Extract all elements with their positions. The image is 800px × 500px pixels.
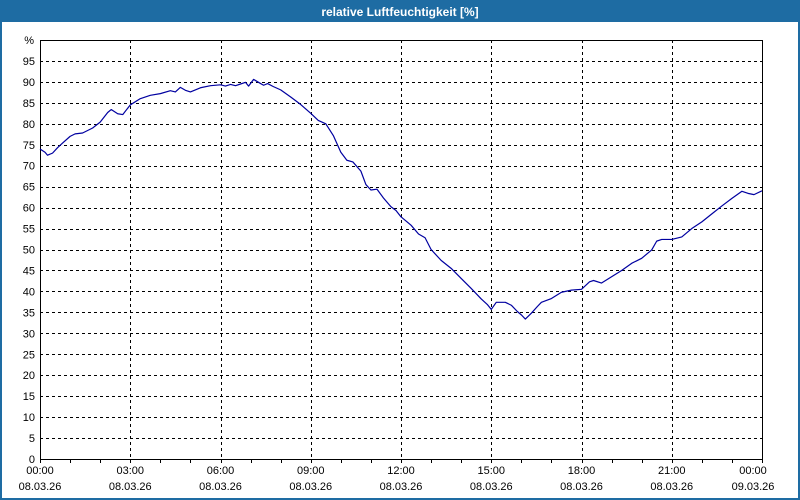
x-tick-time: 21:00 bbox=[658, 465, 686, 477]
svg-text:95: 95 bbox=[23, 56, 35, 68]
x-axis-ticks bbox=[40, 459, 763, 463]
x-tick-time: 00:00 bbox=[26, 465, 54, 477]
y-axis-unit-label: % bbox=[24, 35, 34, 47]
title-bar[interactable]: relative Luftfeuchtigkeit [%] bbox=[2, 2, 798, 22]
svg-text:65: 65 bbox=[23, 182, 35, 194]
humidity-chart: 05101520253035404550556065707580859095%0… bbox=[19, 35, 775, 493]
svg-text:20: 20 bbox=[23, 370, 35, 382]
x-tick-date: 08.03.26 bbox=[560, 481, 603, 493]
svg-text:45: 45 bbox=[23, 265, 35, 277]
svg-text:5: 5 bbox=[29, 433, 35, 445]
x-tick-date: 08.03.26 bbox=[109, 481, 152, 493]
x-tick-time: 15:00 bbox=[477, 465, 505, 477]
x-tick-date: 08.03.26 bbox=[199, 481, 242, 493]
svg-text:40: 40 bbox=[23, 286, 35, 298]
svg-text:85: 85 bbox=[23, 98, 35, 110]
y-axis-labels: 0 5 10 15 20 25 30 35 40 45 50 55 60 65 70 75 80 85 90 95% bbox=[23, 35, 35, 466]
svg-text:70: 70 bbox=[23, 161, 35, 173]
svg-text:10: 10 bbox=[23, 412, 35, 424]
x-tick-date: 08.03.26 bbox=[289, 481, 332, 493]
gridlines bbox=[40, 40, 762, 459]
x-tick-date: 08.03.26 bbox=[470, 481, 513, 493]
humidity-line bbox=[39, 78, 763, 320]
x-tick-date: 08.03.26 bbox=[19, 481, 62, 493]
svg-text:60: 60 bbox=[23, 203, 35, 215]
x-tick-time: 12:00 bbox=[387, 465, 415, 477]
svg-text:25: 25 bbox=[23, 349, 35, 361]
svg-text:30: 30 bbox=[23, 328, 35, 340]
svg-text:55: 55 bbox=[23, 224, 35, 236]
x-tick-time: 03:00 bbox=[116, 465, 144, 477]
svg-text:35: 35 bbox=[23, 307, 35, 319]
x-axis-labels: 00:00 08.03.26 03:00 08.03.26 06:00 08.03.26 0… bbox=[19, 465, 775, 493]
svg-text:75: 75 bbox=[23, 140, 35, 152]
svg-text:50: 50 bbox=[23, 245, 35, 257]
x-tick-date: 09.03.26 bbox=[732, 481, 775, 493]
svg-text:90: 90 bbox=[23, 77, 35, 89]
x-tick-time: 18:00 bbox=[568, 465, 596, 477]
chart-title: relative Luftfeuchtigkeit [%] bbox=[321, 5, 479, 19]
svg-text:15: 15 bbox=[23, 391, 35, 403]
x-tick-time: 00:00 bbox=[739, 465, 767, 477]
x-tick-time: 06:00 bbox=[207, 465, 235, 477]
x-tick-time: 09:00 bbox=[297, 465, 325, 477]
svg-text:80: 80 bbox=[23, 119, 35, 131]
svg-text:0: 0 bbox=[29, 454, 35, 466]
x-tick-date: 08.03.26 bbox=[650, 481, 693, 493]
x-tick-date: 08.03.26 bbox=[380, 481, 423, 493]
